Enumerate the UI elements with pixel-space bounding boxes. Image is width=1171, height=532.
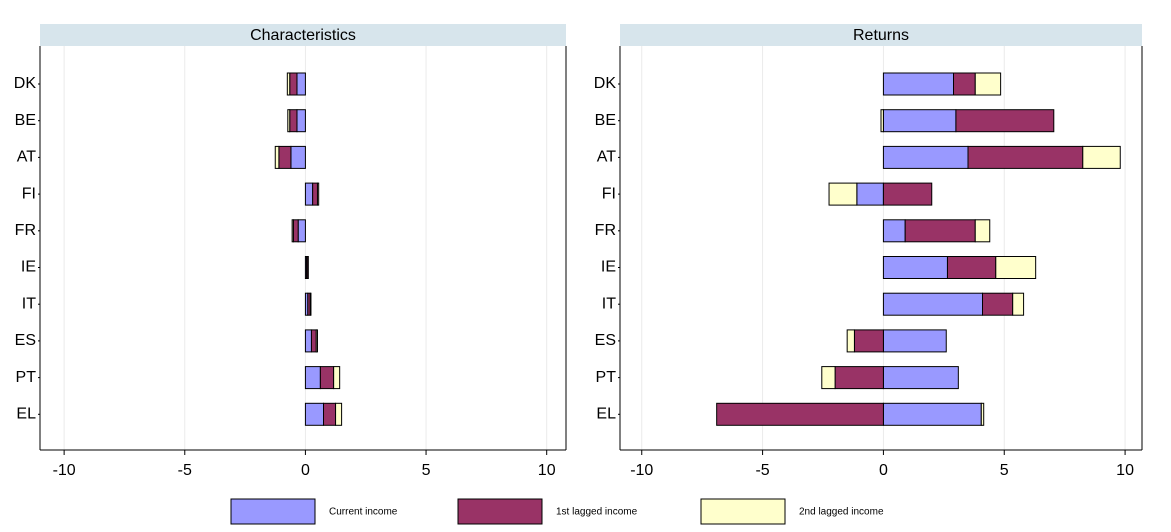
y-tick-label: FI bbox=[22, 185, 36, 202]
bar bbox=[309, 292, 312, 316]
bar bbox=[882, 402, 982, 426]
bar bbox=[296, 109, 306, 133]
y-tick-label: BE bbox=[595, 112, 616, 129]
bar bbox=[853, 329, 884, 353]
bar bbox=[296, 72, 306, 96]
bar bbox=[880, 109, 884, 133]
bar bbox=[995, 256, 1037, 279]
y-tick-label: FR bbox=[15, 222, 36, 239]
y-tick-label: ES bbox=[595, 332, 616, 349]
x-tick-label: 5 bbox=[422, 462, 431, 479]
bar bbox=[974, 72, 1002, 96]
bar bbox=[297, 219, 306, 243]
y-tick-label: FI bbox=[602, 185, 616, 202]
legend-label: 1st lagged income bbox=[556, 507, 638, 518]
x-tick-label: -5 bbox=[178, 462, 192, 479]
bar bbox=[292, 219, 299, 243]
bar bbox=[316, 182, 320, 206]
bar bbox=[882, 109, 957, 133]
y-tick-label: IE bbox=[21, 259, 36, 276]
bar bbox=[834, 366, 884, 390]
bar bbox=[307, 256, 309, 279]
bar bbox=[946, 256, 997, 279]
x-tick-label: 10 bbox=[1116, 462, 1134, 479]
bar bbox=[882, 219, 906, 243]
bar bbox=[882, 366, 959, 390]
bar bbox=[846, 329, 855, 353]
bar bbox=[716, 402, 884, 426]
bar bbox=[278, 145, 292, 169]
bar bbox=[882, 182, 933, 206]
panel-header bbox=[620, 24, 1142, 46]
bar bbox=[953, 72, 976, 96]
bar bbox=[291, 219, 294, 243]
legend-swatch bbox=[700, 498, 786, 525]
y-tick-label: DK bbox=[594, 75, 617, 92]
bar bbox=[1082, 145, 1121, 169]
x-tick-label: 10 bbox=[538, 462, 556, 479]
bar bbox=[882, 72, 955, 96]
bar bbox=[319, 366, 335, 390]
bar bbox=[955, 109, 1055, 133]
bar bbox=[974, 219, 991, 243]
legend-label: 2nd lagged income bbox=[799, 507, 884, 518]
x-tick-label: 5 bbox=[1000, 462, 1009, 479]
y-tick-label: BE bbox=[15, 112, 36, 129]
y-tick-label: DK bbox=[14, 75, 37, 92]
bar bbox=[882, 145, 969, 169]
y-tick-label: PT bbox=[596, 369, 617, 386]
bar bbox=[304, 329, 312, 353]
bar bbox=[289, 109, 298, 133]
bar bbox=[274, 145, 280, 169]
legend-swatch bbox=[457, 498, 543, 525]
panel-header bbox=[40, 24, 566, 46]
y-tick-label: EL bbox=[16, 406, 36, 423]
bar bbox=[333, 366, 341, 390]
y-tick-label: AT bbox=[597, 149, 616, 166]
x-tick-label: -10 bbox=[53, 462, 76, 479]
bar bbox=[882, 256, 948, 279]
bar bbox=[286, 72, 291, 96]
bar bbox=[304, 402, 325, 426]
bar bbox=[290, 145, 306, 169]
bar bbox=[980, 402, 985, 426]
x-tick-label: -5 bbox=[755, 462, 769, 479]
bar bbox=[821, 366, 836, 390]
y-tick-label: ES bbox=[15, 332, 36, 349]
x-tick-label: 0 bbox=[879, 462, 888, 479]
legend-label: Current income bbox=[329, 507, 398, 518]
bar bbox=[335, 402, 343, 426]
bar bbox=[828, 182, 858, 206]
bar bbox=[312, 182, 318, 206]
bar bbox=[315, 329, 318, 353]
panel-title: Characteristics bbox=[250, 27, 356, 44]
bar bbox=[323, 402, 337, 426]
y-tick-label: FR bbox=[595, 222, 616, 239]
y-tick-label: EL bbox=[596, 406, 616, 423]
panel-title: Returns bbox=[853, 27, 909, 44]
y-tick-label: AT bbox=[17, 149, 36, 166]
bar bbox=[304, 182, 314, 206]
bar bbox=[310, 329, 317, 353]
y-tick-label: IT bbox=[22, 295, 36, 312]
bar bbox=[289, 72, 298, 96]
x-tick-label: 0 bbox=[301, 462, 310, 479]
legend-swatch bbox=[230, 498, 316, 525]
bar bbox=[304, 366, 321, 390]
y-tick-label: IE bbox=[601, 259, 616, 276]
bar bbox=[1012, 292, 1025, 316]
bar bbox=[982, 292, 1014, 316]
bar bbox=[882, 292, 984, 316]
y-tick-label: IT bbox=[602, 295, 616, 312]
bar bbox=[904, 219, 976, 243]
bar bbox=[287, 109, 291, 133]
bar bbox=[856, 182, 884, 206]
bar bbox=[882, 329, 947, 353]
x-tick-label: -10 bbox=[630, 462, 653, 479]
y-tick-label: PT bbox=[16, 369, 37, 386]
bar bbox=[967, 145, 1084, 169]
